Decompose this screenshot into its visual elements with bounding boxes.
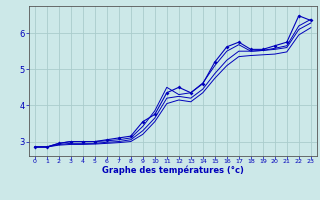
X-axis label: Graphe des températures (°c): Graphe des températures (°c): [102, 166, 244, 175]
